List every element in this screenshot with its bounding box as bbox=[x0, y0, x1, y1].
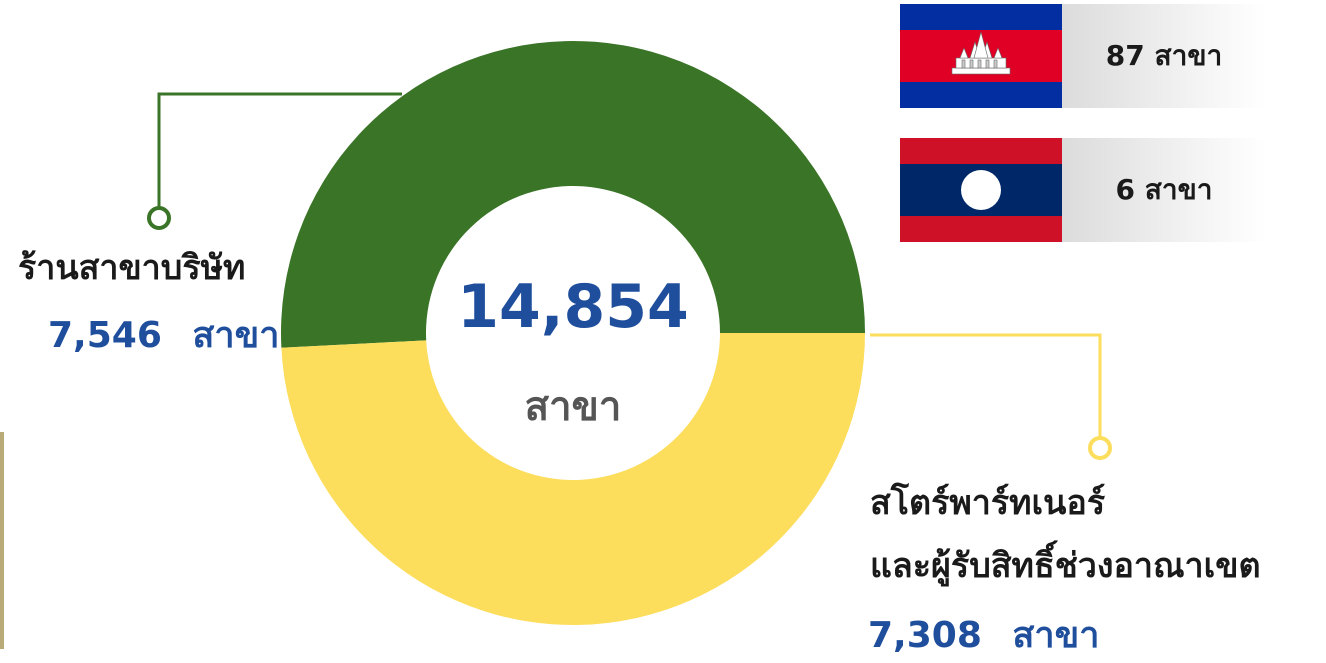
partner-leader-line bbox=[870, 333, 1102, 438]
cambodia-branches-card: 87 สาขา bbox=[900, 4, 1266, 108]
partner-branches-slice bbox=[281, 333, 865, 625]
left-edge-bar bbox=[0, 432, 4, 649]
company-branches-label: ร้านสาขาบริษัท bbox=[18, 248, 246, 288]
partner-branches-unit: สาขา bbox=[1012, 615, 1100, 656]
total-branches-value: 14,854 bbox=[457, 272, 689, 342]
partner-branches-label-line-2: และผู้รับสิทธิ์ช่วงอาณาเขต bbox=[870, 546, 1261, 586]
partner-branches-number: 7,308 bbox=[868, 615, 982, 656]
company-branches-slice bbox=[280, 40, 865, 348]
cambodia-flag-icon bbox=[900, 4, 1062, 108]
company-branches-value: 7,546 สาขา bbox=[48, 306, 279, 363]
partner-leader-dot bbox=[1088, 436, 1112, 460]
partner-branches-label-line-1: สโตร์พาร์ทเนอร์ bbox=[870, 483, 1106, 523]
company-branches-number: 7,546 bbox=[48, 315, 162, 356]
company-branches-unit: สาขา bbox=[192, 315, 280, 356]
laos-branches-card: 6 สาขา bbox=[900, 138, 1266, 242]
total-branches-unit: สาขา bbox=[524, 384, 622, 430]
company-leader-line bbox=[157, 92, 402, 208]
laos-flag-icon bbox=[900, 138, 1062, 242]
donut-chart bbox=[147, 40, 1112, 625]
laos-branches-text: 6 สาขา bbox=[1115, 173, 1213, 206]
partner-branches-value: 7,308 สาขา bbox=[868, 606, 1099, 663]
cambodia-branches-text: 87 สาขา bbox=[1105, 39, 1223, 72]
branch-donut-chart: 14,854 สาขา ร้านสาขาบริษัท 7,546 สาขา สโ… bbox=[0, 4, 1266, 656]
company-leader-dot bbox=[147, 206, 171, 230]
